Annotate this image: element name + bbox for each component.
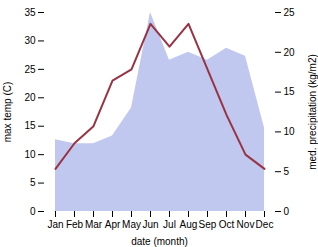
svg-text:30: 30 (24, 35, 36, 46)
svg-text:Oct: Oct (219, 219, 235, 230)
svg-text:May: May (122, 219, 141, 230)
svg-text:max temp (C): max temp (C) (2, 82, 13, 143)
svg-text:10: 10 (24, 149, 36, 160)
svg-text:15: 15 (284, 86, 296, 97)
svg-text:Jul: Jul (163, 219, 176, 230)
svg-text:Jun: Jun (142, 219, 158, 230)
svg-text:5: 5 (30, 177, 36, 188)
svg-text:25: 25 (24, 64, 36, 75)
svg-text:Mar: Mar (85, 219, 103, 230)
svg-text:Dec: Dec (256, 219, 274, 230)
svg-text:0: 0 (284, 206, 290, 217)
svg-text:35: 35 (24, 7, 36, 18)
svg-text:Aug: Aug (180, 219, 198, 230)
svg-text:Apr: Apr (105, 219, 121, 230)
svg-text:20: 20 (24, 92, 36, 103)
svg-text:25: 25 (284, 7, 296, 18)
svg-text:med. precipitation (kg/m2): med. precipitation (kg/m2) (307, 54, 318, 170)
svg-text:date (month): date (month) (131, 236, 188, 247)
svg-text:20: 20 (284, 47, 296, 58)
svg-text:5: 5 (284, 166, 290, 177)
svg-text:0: 0 (30, 206, 36, 217)
svg-text:Sep: Sep (199, 219, 217, 230)
svg-text:Nov: Nov (237, 219, 255, 230)
svg-text:Jan: Jan (47, 219, 63, 230)
svg-text:10: 10 (284, 126, 296, 137)
svg-text:Feb: Feb (66, 219, 84, 230)
svg-text:15: 15 (24, 120, 36, 131)
